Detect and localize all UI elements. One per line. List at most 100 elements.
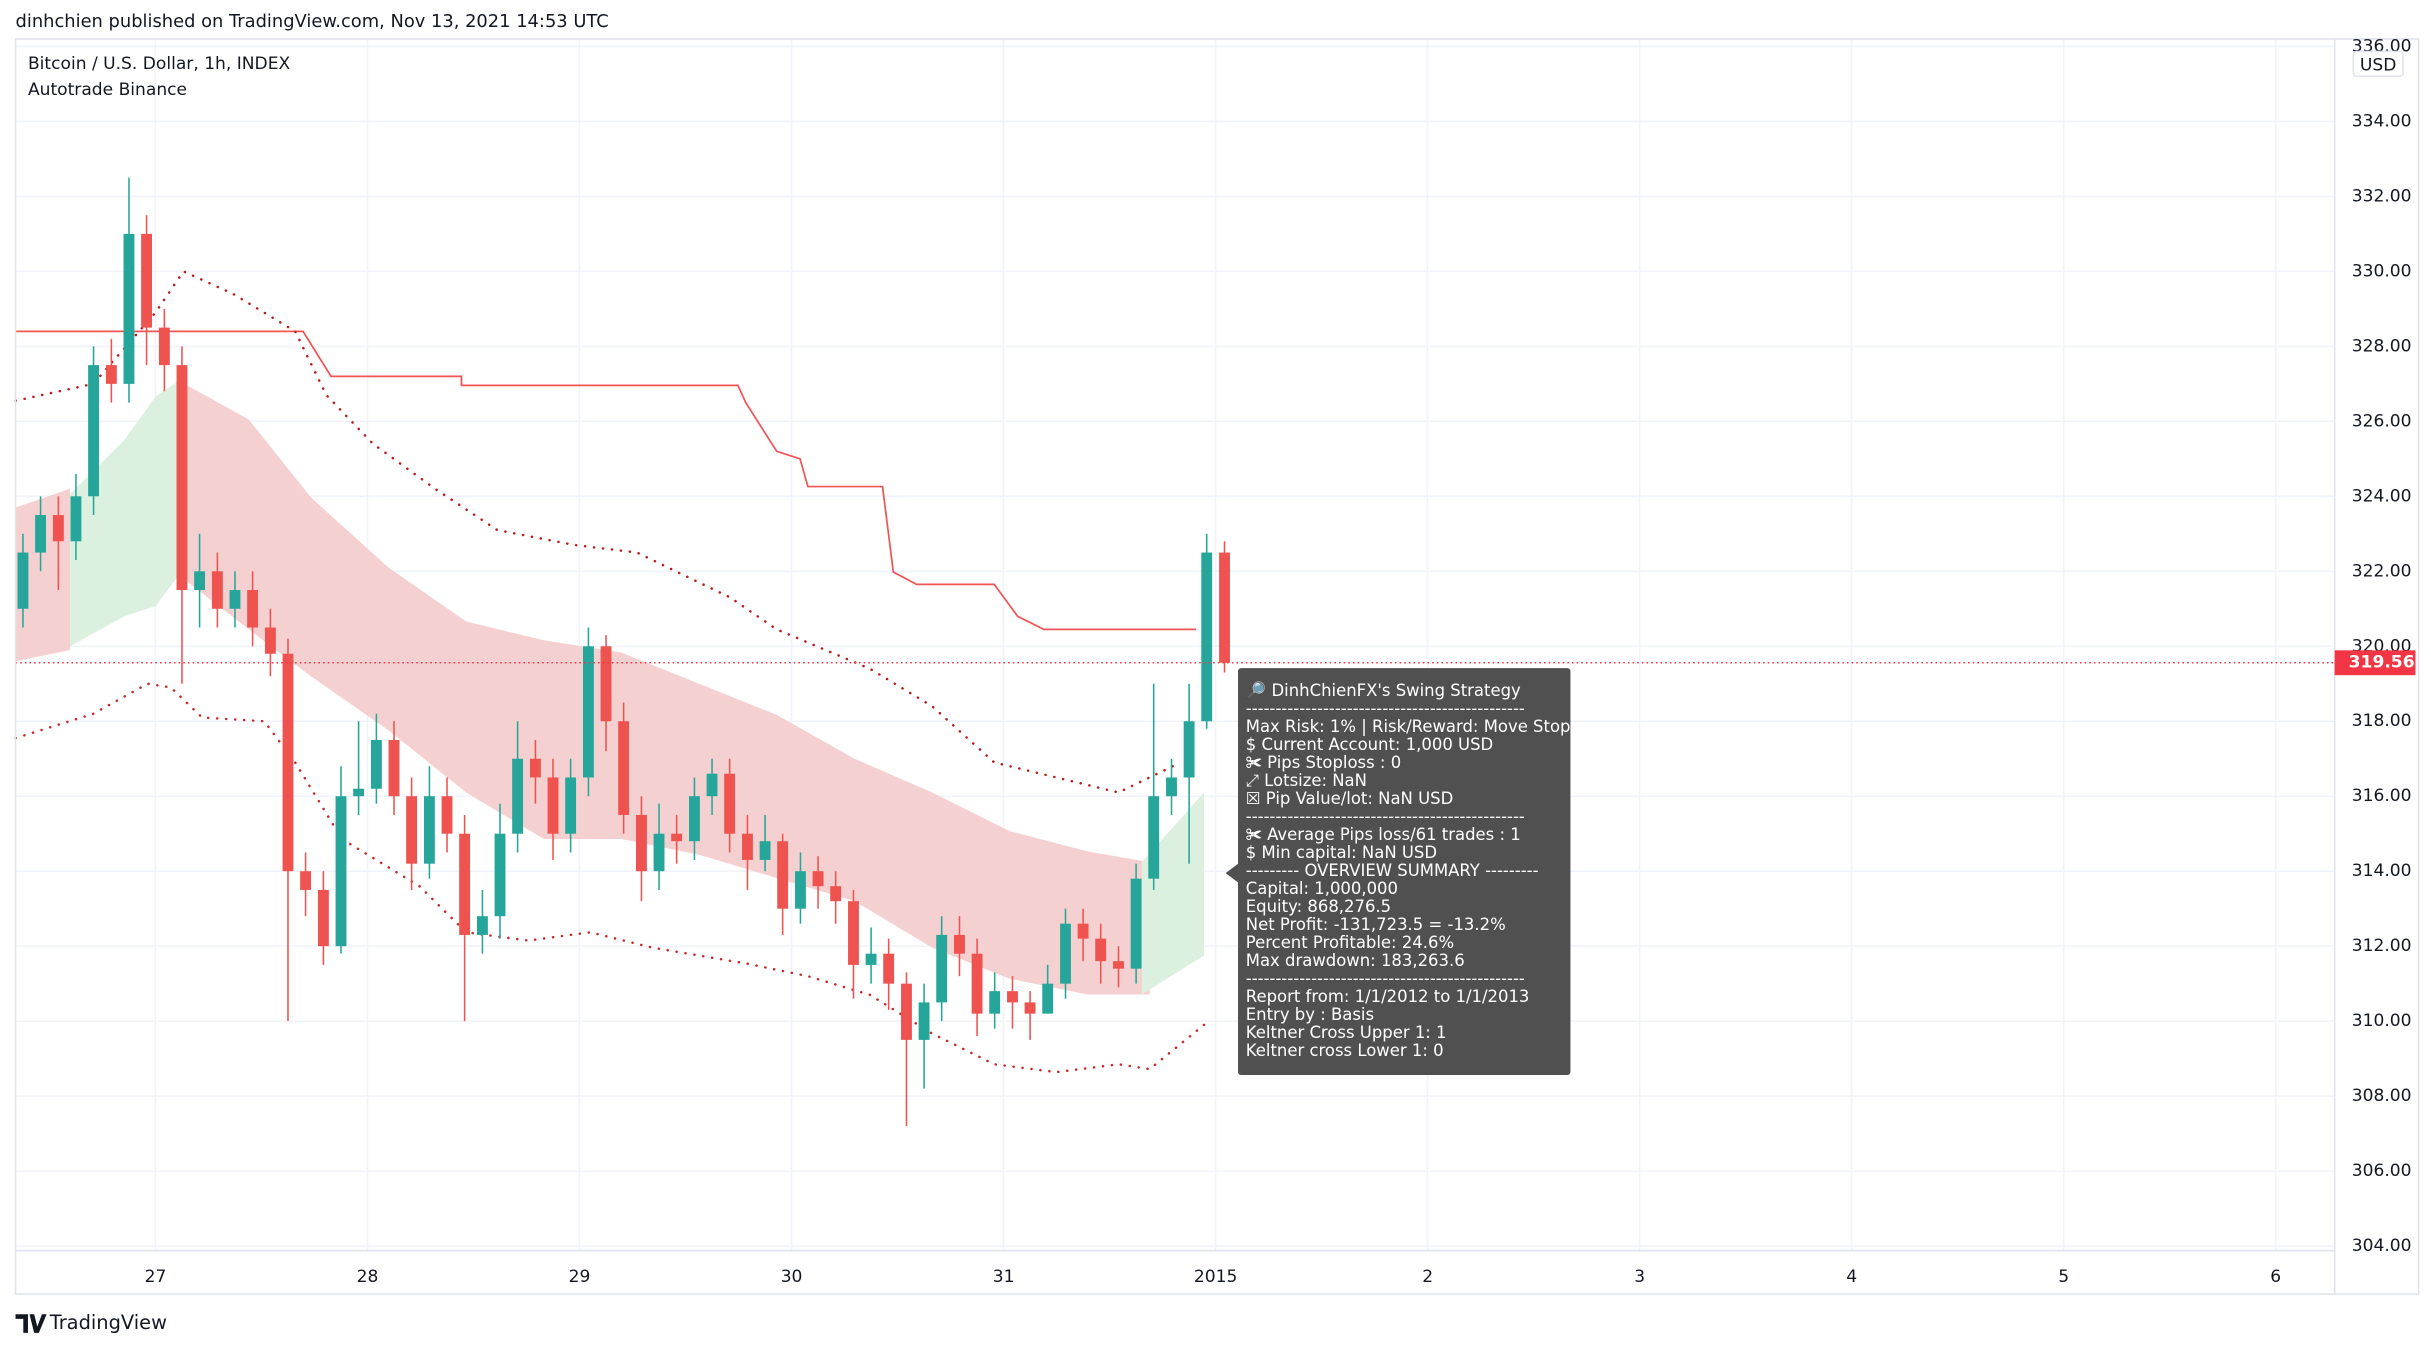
candle-body: [1060, 923, 1071, 984]
annotation-line: --------- OVERVIEW SUMMARY ---------: [1246, 861, 1539, 880]
candle-body: [194, 571, 206, 591]
candle-body: [883, 953, 895, 984]
byline: dinhchien published on TradingView.com, …: [16, 11, 609, 32]
annotation-line: ✀ Average Pips loss/61 trades : 1: [1246, 825, 1521, 844]
candle-body: [441, 796, 453, 834]
candle-body: [141, 233, 153, 328]
brand-logo: [15, 1314, 47, 1333]
y-tick-label: 330.00: [2352, 261, 2412, 281]
y-tick-label: 334.00: [2352, 111, 2412, 131]
y-tick-label: 326.00: [2352, 411, 2412, 431]
candle-body: [1113, 961, 1124, 969]
channel-line: [14, 269, 1182, 794]
channel-line: [14, 682, 1206, 1074]
candle-body: [1007, 991, 1018, 1003]
annotation-line: 🔎 DinhChienFX's Swing Strategy: [1246, 680, 1521, 700]
last-price-label: 319.56: [2349, 653, 2415, 673]
x-tick-label: 30: [781, 1267, 803, 1287]
candle-body: [459, 833, 471, 935]
candle-body: [759, 841, 771, 860]
x-tick-label: 28: [357, 1267, 379, 1287]
candle-body: [971, 953, 983, 1014]
candle-body: [812, 871, 824, 887]
candle-body: [636, 814, 647, 872]
x-tick-label: 29: [569, 1267, 591, 1287]
candle-body: [1042, 983, 1054, 1014]
annotation-line: ⤢ Lotsize: NaN: [1246, 771, 1367, 790]
annotation-line: $ Min capital: NaN USD: [1246, 843, 1437, 862]
candle-body: [1024, 1002, 1036, 1014]
y-tick-label: 308.00: [2352, 1086, 2412, 1106]
x-tick-label: 31: [993, 1267, 1015, 1287]
candle-body: [1201, 552, 1213, 722]
candle-body: [600, 646, 612, 722]
chart-subtitle: Autotrade Binance: [28, 80, 187, 100]
candle-body: [565, 777, 577, 834]
candle-body: [865, 953, 877, 965]
candle-body: [88, 365, 99, 497]
x-tick-label: 2: [1422, 1267, 1433, 1287]
candle-body: [370, 739, 382, 789]
candle-body: [229, 590, 241, 609]
annotation-line: ☒ Pip Value/lot: NaN USD: [1246, 789, 1453, 808]
annotation-line: Report from: 1/1/2012 to 1/1/2013: [1246, 987, 1530, 1006]
candle-body: [848, 901, 859, 965]
candle-body: [388, 739, 400, 797]
annotation-line: Keltner cross Lower 1: 0: [1246, 1041, 1444, 1060]
chart-title: Bitcoin / U.S. Dollar, 1h, INDEX: [28, 54, 291, 74]
y-tick-label: 314.00: [2352, 861, 2412, 881]
y-tick-label: 328.00: [2352, 336, 2412, 356]
annotation-box: [1238, 668, 1571, 1076]
y-tick-label: 304.00: [2352, 1236, 2412, 1256]
candle-body: [52, 515, 64, 542]
annotation-line: Max Risk: 1% | Risk/Reward: Move Stop: [1246, 717, 1571, 736]
x-tick-label: 3: [1634, 1267, 1645, 1287]
annotation-line: Max drawdown: 183,263.6: [1246, 951, 1465, 970]
y-tick-label: 306.00: [2352, 1161, 2412, 1181]
y-tick-label: 322.00: [2352, 561, 2412, 581]
candle-body: [512, 758, 524, 834]
candle-body: [1183, 721, 1195, 778]
candle-body: [17, 552, 29, 609]
brand: TradingView: [15, 1311, 167, 1334]
band-area: [70, 380, 179, 647]
candle-body: [582, 646, 594, 778]
candle-body: [671, 833, 683, 842]
y-tick-label: 310.00: [2352, 1011, 2412, 1031]
candle-body: [105, 365, 117, 384]
y-tick-label: 324.00: [2352, 486, 2412, 506]
candle-body: [1095, 938, 1107, 962]
annotation-line: ----------------------------------------…: [1246, 807, 1525, 826]
annotation-pointer: [1225, 863, 1239, 883]
annotation: 🔎 DinhChienFX's Swing Strategy ----------…: [1225, 668, 1571, 1076]
x-tick-label: 6: [2270, 1267, 2281, 1287]
y-tick-label: 318.00: [2352, 711, 2412, 731]
candle-body: [547, 777, 559, 834]
annotation-line: ----------------------------------------…: [1246, 969, 1525, 988]
unit-box: [2352, 50, 2404, 78]
annotation-line: Percent Profitable: 24.6%: [1246, 933, 1454, 952]
unit-label: USD: [2360, 55, 2397, 75]
candle-body: [618, 721, 630, 815]
candle-body: [476, 916, 488, 935]
candle-body: [282, 653, 294, 872]
stop-line: [15, 330, 1197, 631]
candle-body: [954, 934, 965, 954]
annotation-line: Equity: 868,276.5: [1246, 897, 1391, 916]
candle-body: [989, 991, 1001, 1014]
candle-body: [742, 833, 753, 860]
candle-body: [176, 365, 188, 591]
candle-body: [70, 496, 82, 542]
candle-body: [335, 796, 347, 947]
candle-body: [211, 571, 223, 609]
candle-body: [158, 327, 170, 366]
candle-body: [777, 841, 789, 909]
x-tick-label: 4: [1846, 1267, 1857, 1287]
candle-body: [918, 1002, 930, 1040]
annotation-line: ✀ Pips Stoploss : 0: [1246, 753, 1401, 772]
annotation-line: Capital: 1,000,000: [1246, 879, 1398, 898]
y-tick-label: 312.00: [2352, 936, 2412, 956]
candle-body: [689, 796, 700, 842]
candle-body: [724, 773, 736, 834]
